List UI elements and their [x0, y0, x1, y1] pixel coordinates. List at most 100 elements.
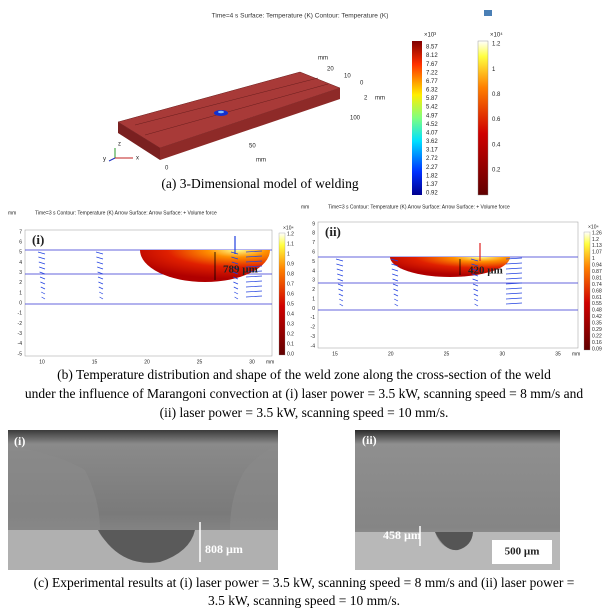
flow-arrow [505, 267, 523, 270]
y-tick-label: -3 [311, 334, 316, 340]
x-tick-label: 30 [249, 359, 255, 365]
flow-arrow [394, 298, 399, 302]
flow-arrow [392, 283, 399, 287]
colorbar-tick-label: 6.32 [426, 88, 438, 94]
flow-arrow [98, 286, 104, 290]
x-tick-label: 15 [332, 351, 338, 357]
colorbar-tick-label: 0.35 [592, 321, 602, 327]
triad-label: y [103, 157, 106, 163]
colorbar-tick-label: 0.8 [287, 271, 294, 277]
depth-label: 808 µm [205, 542, 243, 556]
axis-label: 100 [350, 116, 361, 122]
colorbar-tick-label: 1.37 [426, 182, 438, 188]
colorbar-tick-label: 5.87 [426, 96, 438, 102]
flow-arrow [391, 263, 399, 267]
flow-arrow [472, 278, 479, 282]
colorbar-tick-label: 1.13 [592, 243, 602, 249]
flow-arrow [98, 281, 104, 285]
flow-arrow [471, 268, 479, 272]
colorbar-tick-label: 0.29 [592, 327, 602, 333]
colorbar-tick-label: 0.7 [287, 281, 294, 287]
flow-arrow [471, 263, 479, 267]
y-tick-label: 6 [19, 239, 22, 245]
y-tick-label: -2 [311, 325, 316, 331]
y-tick-label: -2 [18, 321, 23, 327]
flow-arrow [505, 282, 523, 285]
y-tick-label: 9 [312, 221, 315, 227]
flow-arrow [472, 283, 479, 287]
flow-arrow [245, 265, 263, 268]
flow-arrow [245, 275, 263, 278]
flow-arrow [393, 288, 399, 292]
colorbar [278, 232, 286, 356]
plot-area [317, 221, 579, 349]
colorbar-tick-label: 0.92 [426, 191, 438, 197]
colorbar-tick-label: 0.2 [287, 331, 294, 337]
flow-arrow [232, 266, 239, 270]
caption: (b) Temperature distribution and shape o… [57, 367, 551, 382]
panel-label: (i) [32, 232, 44, 247]
flow-arrow [99, 291, 104, 295]
flow-arrow [392, 273, 399, 277]
colorbar-tick-label: 2.72 [426, 156, 438, 162]
colorbar [477, 40, 489, 196]
flow-arrow [393, 293, 399, 297]
flow-arrow [473, 288, 479, 292]
flow-arrow [245, 285, 263, 288]
colorbar-tick-label: 3.62 [426, 139, 438, 145]
colorbar-tick-label: 5.42 [426, 105, 438, 111]
y-tick-label: 4 [19, 260, 22, 266]
flow-arrow [96, 261, 104, 265]
depth-label: 420 µm [468, 265, 503, 277]
scale-bar-label: 500 µm [505, 546, 540, 558]
flow-arrow [234, 296, 239, 300]
axis-label: mm [375, 96, 385, 102]
micrograph [8, 430, 278, 570]
y-tick-label: -1 [311, 315, 316, 321]
y-tick-label: 5 [312, 259, 315, 265]
colorbar-exponent: ×10⁴ [490, 32, 503, 39]
colorbar-tick-label: 1.26 [592, 230, 602, 236]
flow-arrow [231, 256, 239, 260]
colorbar [412, 41, 422, 195]
y-tick-label: -3 [18, 331, 23, 337]
colorbar-tick-label: 0.6 [492, 117, 501, 123]
colorbar-tick-label: 0.4 [492, 142, 501, 148]
axis-label: 10 [344, 74, 351, 80]
flow-arrow [231, 261, 239, 265]
colorbar-tick-label: 0.16 [592, 340, 602, 346]
y-tick-label: 0 [19, 300, 22, 306]
colorbar-tick-label: 0.55 [592, 301, 602, 307]
x-tick-label: 35 [555, 351, 561, 357]
y-tick-label: -1 [18, 311, 23, 317]
x-unit: mm [266, 359, 274, 365]
flow-arrow [335, 258, 344, 262]
caption: under the influence of Marangoni convect… [25, 386, 584, 401]
colorbar-tick-label: 6.77 [426, 79, 438, 85]
icon [484, 10, 492, 16]
flow-arrow [474, 298, 479, 302]
colorbar-tick-label: 0.3 [287, 321, 294, 327]
caption: (ii) laser power = 3.5 kW, scanning spee… [160, 405, 449, 420]
axis-label: 0 [165, 166, 169, 172]
flow-arrow [505, 262, 523, 265]
flow-arrow [505, 277, 523, 280]
axis-label: 0 [360, 81, 364, 87]
y-tick-label: 3 [312, 278, 315, 284]
x-tick-label: 10 [39, 359, 45, 365]
colorbar-tick-label: 1.2 [592, 237, 599, 243]
x-tick-label: 30 [499, 351, 505, 357]
flow-arrow [473, 293, 479, 297]
flow-arrow [338, 288, 344, 292]
colorbar-tick-label: 3.17 [426, 148, 438, 154]
flow-arrow [233, 281, 239, 285]
axis-unit: mm [301, 204, 309, 210]
colorbar-tick-label: 4.07 [426, 130, 438, 136]
y-tick-label: 7 [19, 229, 22, 235]
flow-arrow [245, 295, 263, 298]
colorbar-tick-label: 0.81 [592, 275, 602, 281]
flow-arrow [505, 297, 523, 300]
flow-arrow [336, 268, 344, 272]
axis-label: mm [256, 158, 266, 164]
